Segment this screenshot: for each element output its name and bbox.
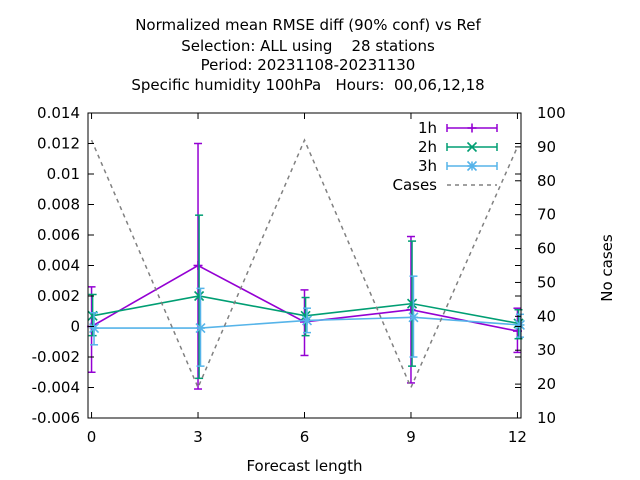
- legend-label-1h: 1h: [418, 119, 437, 137]
- y2-tick-label: 10: [537, 409, 556, 427]
- legend-label-cases: Cases: [392, 176, 437, 194]
- x-tick-label: 3: [193, 428, 203, 446]
- chart-title-line-4: Specific humidity 100hPa Hours: 00,06,12…: [131, 76, 485, 94]
- x-tick-label: 0: [87, 428, 97, 446]
- x-axis-label: Forecast length: [246, 457, 362, 475]
- y2-tick-label: 90: [537, 138, 556, 156]
- data-point-1h: [193, 261, 203, 270]
- legend-label-3h: 3h: [418, 157, 437, 175]
- chart-title-line-2: Selection: ALL using 28 stations: [181, 37, 435, 55]
- chart-title-line-3: Period: 20231108-20231130: [200, 56, 416, 74]
- data-point-2h: [406, 298, 418, 309]
- data-point-3h: [514, 319, 526, 331]
- data-point-3h: [301, 315, 313, 326]
- y-tick-label: -0.004: [32, 379, 80, 397]
- data-point-3h: [88, 322, 100, 334]
- y2-tick-label: 30: [537, 341, 556, 359]
- y-tick-label: 0.008: [37, 196, 80, 214]
- x-tick-label: 6: [300, 428, 310, 446]
- legend-marker-3h: [466, 160, 478, 172]
- data-point-3h: [195, 322, 206, 334]
- y-tick-label: 0.006: [37, 226, 80, 244]
- y2-axis-label: No cases: [598, 234, 616, 302]
- y2-tick-label: 20: [537, 375, 556, 393]
- y-tick-label: -0.002: [32, 348, 80, 366]
- y-tick-label: -0.006: [32, 409, 80, 427]
- chart-title-line-1: Normalized mean RMSE diff (90% conf) vs …: [135, 16, 481, 34]
- data-point-2h: [194, 290, 205, 302]
- y-tick-label: 0.01: [47, 165, 80, 183]
- y-tick-label: 0.002: [37, 287, 80, 305]
- legend-label-2h: 2h: [418, 138, 437, 156]
- y-tick-label: 0.004: [37, 257, 80, 275]
- y-tick-label: 0.012: [37, 135, 80, 153]
- y2-tick-label: 50: [537, 273, 556, 291]
- plot-frame: [87, 112, 522, 419]
- series-line-cases: [90, 138, 519, 390]
- legend-marker-2h: [466, 141, 478, 153]
- y2-tick-label: 70: [537, 206, 556, 224]
- data-point-3h: [408, 312, 419, 323]
- y-tick-label: 0.014: [37, 104, 80, 122]
- y-tick-label: 0: [70, 318, 80, 336]
- y2-tick-label: 60: [537, 240, 556, 258]
- x-tick-label: 12: [508, 428, 527, 446]
- x-tick-label: 9: [406, 428, 416, 446]
- legend-marker-1h: [467, 123, 477, 133]
- y2-tick-label: 100: [537, 104, 566, 122]
- y2-tick-label: 40: [537, 307, 556, 325]
- y2-tick-label: 80: [537, 172, 556, 190]
